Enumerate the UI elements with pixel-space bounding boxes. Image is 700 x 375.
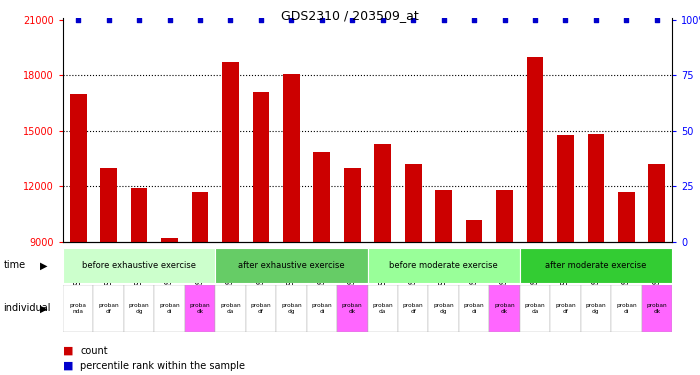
Text: proban
da: proban da [525,303,545,314]
Bar [526,57,543,242]
Text: after exhaustive exercise: after exhaustive exercise [238,261,344,270]
Text: time: time [4,260,26,270]
Point [134,17,145,23]
Point [529,17,540,23]
Point [346,17,358,23]
Bar [155,285,185,332]
Text: proban
di: proban di [160,303,180,314]
Text: after moderate exercise: after moderate exercise [545,261,647,270]
Text: ■: ■ [63,361,74,370]
Text: proban
dg: proban dg [129,303,149,314]
Bar [618,192,635,242]
Bar [63,242,672,279]
Bar [368,248,519,283]
Bar [374,144,391,242]
Text: proba
nda: proba nda [70,303,87,314]
Text: proban
dg: proban dg [281,303,302,314]
Bar [428,285,459,332]
Bar [344,168,360,242]
Point [560,17,571,23]
Point [256,17,267,23]
Bar [405,164,421,242]
Bar [466,220,482,242]
Bar [63,248,216,283]
Bar [519,248,672,283]
Bar [216,285,246,332]
Bar [253,92,270,242]
Bar [246,285,276,332]
Bar [192,192,209,242]
Bar [368,285,398,332]
Text: proban
dg: proban dg [586,303,606,314]
Point [316,17,328,23]
Bar [496,190,513,242]
Point [468,17,480,23]
Text: before moderate exercise: before moderate exercise [389,261,498,270]
Point [377,17,388,23]
Point [225,17,236,23]
Text: proban
df: proban df [251,303,271,314]
Text: proban
df: proban df [403,303,424,314]
Text: GDS2310 / 203509_at: GDS2310 / 203509_at [281,9,419,22]
Text: ▶: ▶ [40,260,48,270]
Text: proban
dk: proban dk [342,303,363,314]
Point [651,17,662,23]
Bar [70,94,87,242]
Bar [131,188,148,242]
Text: proban
di: proban di [312,303,332,314]
Text: proban
dg: proban dg [433,303,454,314]
Bar [581,285,611,332]
Point [286,17,297,23]
Bar [550,285,581,332]
Bar [161,238,178,242]
Bar [94,285,124,332]
Bar [283,74,300,242]
Text: proban
da: proban da [372,303,393,314]
Text: proban
dk: proban dk [190,303,210,314]
Bar [557,135,574,242]
Bar [216,248,368,283]
Point [621,17,632,23]
Point [103,17,114,23]
Bar [185,285,216,332]
Text: ■: ■ [63,346,74,355]
Bar [519,285,550,332]
Point [407,17,419,23]
Point [499,17,510,23]
Point [73,17,84,23]
Bar [489,285,520,332]
Bar [337,285,368,332]
Text: proban
dk: proban dk [494,303,514,314]
Text: proban
di: proban di [616,303,636,314]
Bar [307,285,337,332]
Point [438,17,449,23]
Text: proban
da: proban da [220,303,241,314]
Bar [276,285,307,332]
Text: proban
df: proban df [99,303,119,314]
Text: ▶: ▶ [40,303,48,313]
Bar [124,285,155,332]
Bar [648,164,665,242]
Text: individual: individual [4,303,51,313]
Bar [435,190,452,242]
Point [164,17,175,23]
Text: proban
df: proban df [555,303,575,314]
Point [195,17,206,23]
Bar [222,62,239,242]
Text: proban
di: proban di [464,303,484,314]
Bar [398,285,428,332]
Bar [314,152,330,242]
Text: count: count [80,346,108,355]
Bar [642,285,672,332]
Point [590,17,601,23]
Bar [459,285,489,332]
Text: before exhaustive exercise: before exhaustive exercise [82,261,196,270]
Text: proban
dk: proban dk [647,303,667,314]
Bar [611,285,642,332]
Bar [63,285,94,332]
Bar [100,168,117,242]
Bar [587,134,604,242]
Text: percentile rank within the sample: percentile rank within the sample [80,361,246,370]
